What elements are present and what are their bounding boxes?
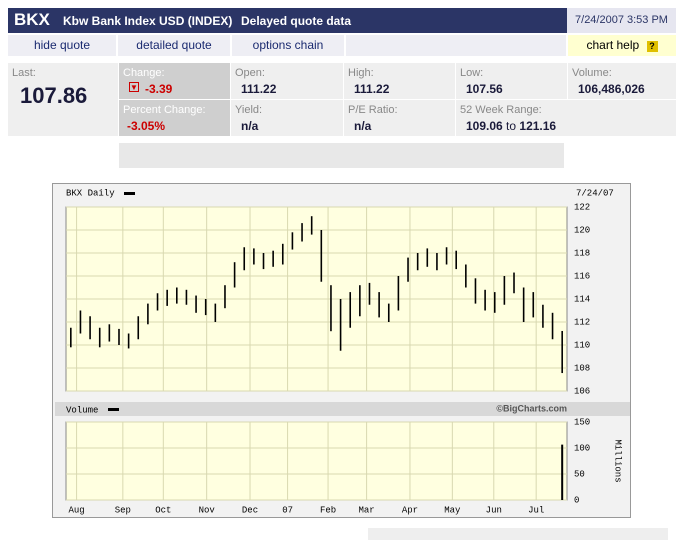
volume-label: Volume bbox=[66, 405, 98, 415]
legend-swatch bbox=[108, 408, 119, 411]
datetime: 7/24/2007 3:53 PM bbox=[567, 8, 676, 33]
x-tick-label: Jul bbox=[528, 505, 544, 515]
range-cell: 52 Week Range: 109.06 to 121.16 bbox=[456, 100, 676, 136]
y-tick-label: 112 bbox=[574, 317, 590, 327]
percent-change-cell: Percent Change: -3.05% bbox=[119, 100, 230, 136]
detailed-quote-link[interactable]: detailed quote bbox=[118, 35, 230, 56]
change-cell: Change: ▼ -3.39 bbox=[119, 63, 230, 99]
chart-help[interactable]: chart help ? bbox=[568, 35, 676, 56]
high-value: 111.22 bbox=[354, 82, 390, 96]
y-tick-label: 100 bbox=[574, 443, 590, 453]
chart-help-link[interactable]: chart help bbox=[586, 38, 640, 52]
high-cell: High: 111.22 bbox=[344, 63, 455, 99]
volume-value: 106,486,026 bbox=[578, 82, 645, 96]
x-tick-label: Nov bbox=[199, 505, 216, 515]
x-tick-label: Mar bbox=[358, 505, 374, 515]
pe-cell: P/E Ratio: n/a bbox=[344, 100, 455, 136]
low-value: 107.56 bbox=[466, 82, 503, 96]
label: 52 Week Range: bbox=[460, 104, 542, 116]
hide-quote-link[interactable]: hide quote bbox=[8, 35, 116, 56]
y-tick-label: 110 bbox=[574, 340, 590, 350]
y-tick-label: 0 bbox=[574, 495, 579, 505]
chart-date: 7/24/07 bbox=[576, 188, 614, 198]
legend-swatch bbox=[124, 192, 135, 195]
x-tick-label: Jun bbox=[486, 505, 502, 515]
label: Open: bbox=[235, 67, 265, 79]
y-tick-label: 118 bbox=[574, 248, 590, 258]
y-tick-label: 116 bbox=[574, 271, 590, 281]
y-tick-label: 120 bbox=[574, 225, 590, 235]
help-icon[interactable]: ? bbox=[646, 41, 658, 52]
credit: ©BigCharts.com bbox=[496, 403, 567, 413]
nav-spacer bbox=[346, 35, 566, 56]
quote-note: Delayed quote data bbox=[241, 14, 352, 28]
volume-unit: Millions bbox=[613, 439, 623, 482]
label: High: bbox=[348, 67, 374, 79]
x-tick-label: Oct bbox=[155, 505, 171, 515]
percent-change-value: -3.05% bbox=[127, 119, 166, 133]
y-tick-label: 122 bbox=[574, 202, 590, 212]
volume-plot bbox=[65, 421, 568, 501]
range-value: 109.06 to 121.16 bbox=[466, 119, 556, 133]
y-tick-label: 114 bbox=[574, 294, 590, 304]
x-tick-label: Aug bbox=[68, 505, 84, 515]
open-cell: Open: 111.22 bbox=[231, 63, 343, 99]
x-tick-label: Feb bbox=[320, 505, 336, 515]
ad-bar bbox=[119, 143, 564, 168]
pe-value: n/a bbox=[354, 119, 372, 133]
y-tick-label: 50 bbox=[574, 469, 585, 479]
yield-cell: Yield: n/a bbox=[231, 100, 343, 136]
x-tick-label: 07 bbox=[282, 505, 293, 515]
chart: BKX Daily 7/24/07 Volume ©BigCharts.com … bbox=[52, 183, 631, 518]
x-tick-label: Apr bbox=[402, 505, 418, 515]
label: Low: bbox=[460, 67, 484, 79]
last-value: 107.86 bbox=[20, 83, 88, 108]
open-value: 111.22 bbox=[241, 82, 277, 96]
volume-strip bbox=[55, 402, 630, 416]
volume-cell: Volume: 106,486,026 bbox=[568, 63, 676, 99]
index-name: Kbw Bank Index USD (INDEX) bbox=[63, 14, 233, 28]
yield-value: n/a bbox=[241, 119, 259, 133]
chart-title: BKX Daily bbox=[66, 188, 115, 198]
range-high: 121.16 bbox=[519, 119, 557, 133]
range-low: 109.06 bbox=[466, 119, 503, 133]
low-cell: Low: 107.56 bbox=[456, 63, 567, 99]
x-tick-label: May bbox=[444, 505, 461, 515]
label: P/E Ratio: bbox=[348, 104, 398, 116]
label: Volume: bbox=[572, 67, 612, 79]
label: Change: bbox=[123, 67, 165, 79]
y-tick-label: 108 bbox=[574, 363, 590, 373]
range-sep: to bbox=[506, 119, 517, 133]
symbol: BKX bbox=[14, 10, 50, 29]
label: Last: bbox=[12, 67, 36, 79]
x-tick-label: Sep bbox=[115, 505, 131, 515]
volume-bar bbox=[561, 444, 564, 500]
change-value: -3.39 bbox=[145, 82, 173, 96]
label: Percent Change: bbox=[123, 104, 206, 116]
options-chain-link[interactable]: options chain bbox=[232, 35, 344, 56]
label: Yield: bbox=[235, 104, 263, 116]
header: BKX Kbw Bank Index USD (INDEX) Delayed q… bbox=[8, 8, 676, 33]
x-tick-label: Dec bbox=[242, 505, 258, 515]
last-cell: Last: 107.86 bbox=[8, 63, 118, 136]
y-tick-label: 106 bbox=[574, 386, 590, 396]
y-tick-label: 150 bbox=[574, 417, 590, 427]
down-icon: ▼ bbox=[129, 82, 139, 92]
footer-box bbox=[368, 528, 668, 540]
